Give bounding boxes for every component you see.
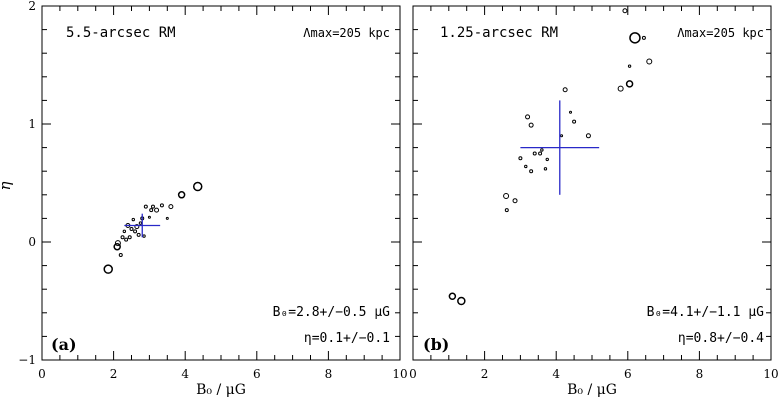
panel-b-data-point xyxy=(518,156,523,161)
panel-a-data-point xyxy=(114,240,121,247)
panel-a-x-tick-label: 0 xyxy=(38,367,46,381)
panel-b-data-point xyxy=(504,208,509,213)
panel-b-data-point xyxy=(646,58,653,65)
panel-a-data-point xyxy=(134,224,140,230)
panel-a-label: (a) xyxy=(51,335,77,354)
panel-a-data-point xyxy=(147,215,151,219)
panel-a-data-point xyxy=(118,252,123,257)
panel-a-data-point xyxy=(133,229,138,234)
panel-b-data-point xyxy=(585,133,591,139)
panel-a-data-point xyxy=(136,232,141,237)
panel-a-data-point xyxy=(131,217,135,222)
panel-b-data-point xyxy=(525,114,531,120)
panel-a-data-point xyxy=(103,264,113,274)
panel-a-data-point xyxy=(129,227,134,232)
panel-b-data-point xyxy=(560,134,564,138)
panel-b-eta-text: η=0.8+/−0.4 xyxy=(678,331,764,346)
panel-a-b0-text: B₀=2.8+/−0.5 μG xyxy=(273,305,391,320)
panel-b-data-point xyxy=(540,148,544,152)
panel-b-x-tick-label: 0 xyxy=(409,367,417,381)
panel-b-x-axis-label: B₀ / μG xyxy=(567,382,617,398)
panel-a-data-point xyxy=(165,216,169,220)
y-axis-label: η xyxy=(0,182,14,191)
panel-a-eta-text: η=0.1+/−0.1 xyxy=(304,331,390,346)
panel-a-x-tick-label: 6 xyxy=(253,367,261,381)
panel-a-ticks xyxy=(41,5,401,361)
panel-b-title: 1.25-arcsec RM xyxy=(440,25,558,41)
panel-b-data-point xyxy=(503,192,510,199)
panel-b-points xyxy=(448,8,653,306)
panel-b-errorbar xyxy=(520,100,600,195)
panel-a-data-point xyxy=(120,235,125,240)
panel-b-data-point xyxy=(627,64,632,68)
panel-a-y-tick-label: 1 xyxy=(28,117,36,131)
panel-b-data-point xyxy=(545,157,549,162)
panel-a-data-point xyxy=(124,237,129,242)
panel-b-data-point xyxy=(529,169,534,174)
panel-b-data-point xyxy=(572,119,577,124)
panel-b-x-tick-label: 8 xyxy=(696,367,704,381)
panel-a-data-point xyxy=(150,204,155,209)
panel-a-data-point xyxy=(138,221,143,225)
panel-b-x-tick-label: 2 xyxy=(481,367,489,381)
panel-b-b0-text: B₀=4.1+/−1.1 μG xyxy=(647,305,765,320)
panel-a-y-tick-label: 0 xyxy=(28,235,36,249)
panel-a-data-point xyxy=(168,204,174,210)
panel-b-tick-labels: 0 2 4 6 8 10 xyxy=(409,367,778,381)
panel-a-lambda-text: Λmax=205 kpc xyxy=(303,26,390,40)
panel-b-data-point xyxy=(532,151,537,156)
panel-b-data-point xyxy=(538,151,543,156)
panel-a-x-axis-label: B₀ / μG xyxy=(196,382,246,398)
panel-b: 0 2 4 6 8 10 1.25-arcsec RM Λmax=205 kpc B₀=4… xyxy=(409,5,779,398)
panel-b-x-tick-label: 6 xyxy=(624,367,632,381)
panel-b-x-tick-label: 10 xyxy=(763,367,778,381)
panel-b-label: (b) xyxy=(423,335,449,354)
panel-b-data-point xyxy=(512,198,518,204)
panel-b-ticks xyxy=(412,5,772,361)
panel-b-x-tick-label: 4 xyxy=(552,367,560,381)
panel-b-data-point xyxy=(562,87,568,93)
panel-b-data-point xyxy=(625,80,634,88)
panel-a-data-point xyxy=(159,203,164,208)
panel-b-data-point xyxy=(569,110,573,114)
panel-a-points xyxy=(103,181,203,274)
panel-a-x-tick-label: 10 xyxy=(392,367,407,381)
panel-b-data-point xyxy=(641,35,646,40)
panel-a-data-point xyxy=(142,234,146,238)
panel-a-x-tick-label: 4 xyxy=(181,367,189,381)
panel-b-data-point xyxy=(543,167,548,171)
panel-b-data-point xyxy=(528,122,534,128)
panel-a-data-point xyxy=(127,235,132,240)
panel-b-data-point xyxy=(457,296,466,306)
panel-a-y-tick-label: −1 xyxy=(18,353,36,367)
panel-a-data-point xyxy=(143,204,148,209)
panel-a-title: 5.5-arcsec RM xyxy=(66,25,176,41)
panel-b-data-point xyxy=(629,32,641,44)
panel-b-data-point xyxy=(617,85,624,92)
panel-a-data-point xyxy=(149,208,154,213)
panel-a-data-point xyxy=(177,191,186,199)
panel-b-data-point xyxy=(448,292,457,301)
panel-a-y-tick-label: 2 xyxy=(28,0,36,13)
panel-b-lambda-text: Λmax=205 kpc xyxy=(677,26,764,40)
panel-b-data-point xyxy=(622,8,628,14)
panel-a-data-point xyxy=(192,181,203,192)
panel-a-errorbar xyxy=(124,213,161,238)
panel-a-data-point xyxy=(113,242,121,251)
panel-a-data-point xyxy=(122,229,127,234)
panel-a-x-tick-label: 8 xyxy=(325,367,333,381)
panel-b-data-point xyxy=(524,164,528,169)
panel-a-data-point xyxy=(154,207,160,213)
panel-a-x-tick-label: 2 xyxy=(110,367,118,381)
